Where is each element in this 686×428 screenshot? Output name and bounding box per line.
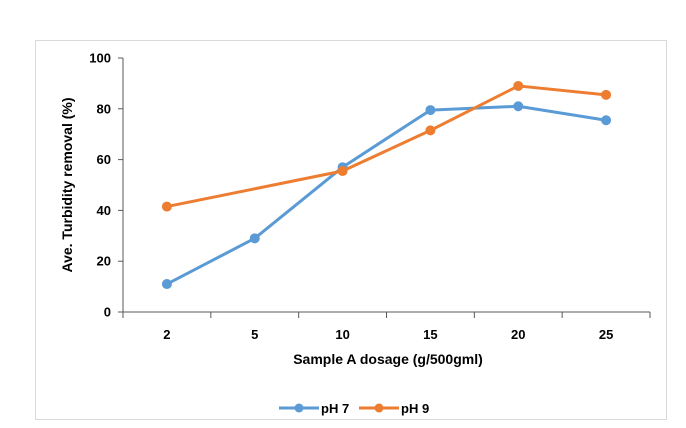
- y-axis-title: Ave. Turbidity removal (%): [59, 97, 75, 272]
- data-point-ph-7: [425, 105, 436, 116]
- data-point-ph-7: [161, 279, 172, 290]
- x-tick-label: 25: [599, 327, 613, 342]
- x-tick-label: 20: [511, 327, 525, 342]
- y-tick-label: 20: [97, 254, 111, 269]
- data-point-ph-9: [337, 166, 348, 177]
- x-tick-label: 2: [163, 327, 170, 342]
- x-axis: 2 5 10 15 20 25: [122, 311, 651, 342]
- data-point-ph-7: [601, 115, 612, 126]
- data-point-ph-7: [513, 101, 524, 112]
- data-point-ph-9: [513, 80, 524, 91]
- y-tick-label: 80: [97, 101, 111, 116]
- data-point-ph-9: [161, 201, 172, 212]
- y-tick-label: 0: [104, 305, 111, 320]
- data-point-ph-9: [601, 89, 612, 100]
- legend-marker-ph-7: [294, 403, 304, 413]
- legend-marker-ph-9: [374, 403, 384, 413]
- data-point-ph-9: [425, 125, 436, 136]
- legend-label-ph-7: pH 7: [321, 401, 349, 416]
- y-tick-label: 40: [97, 203, 111, 218]
- legend-label-ph-9: pH 9: [401, 401, 429, 416]
- x-tick-label: 10: [335, 327, 349, 342]
- legend: pH 7 pH 9: [279, 401, 429, 416]
- series-line-ph-9: [165, 84, 608, 209]
- x-axis-title: Sample A dosage (g/500gml): [293, 351, 483, 367]
- series-layer: [161, 80, 612, 290]
- data-point-ph-7: [249, 233, 260, 244]
- x-tick-label: 5: [251, 327, 258, 342]
- y-tick-label: 60: [97, 152, 111, 167]
- chart-frame: [35, 40, 667, 420]
- y-axis: 0 20 40 60 80 100: [89, 51, 124, 320]
- series-line-ph-7: [165, 104, 608, 286]
- x-tick-label: 15: [423, 327, 437, 342]
- y-tick-label: 100: [89, 51, 111, 66]
